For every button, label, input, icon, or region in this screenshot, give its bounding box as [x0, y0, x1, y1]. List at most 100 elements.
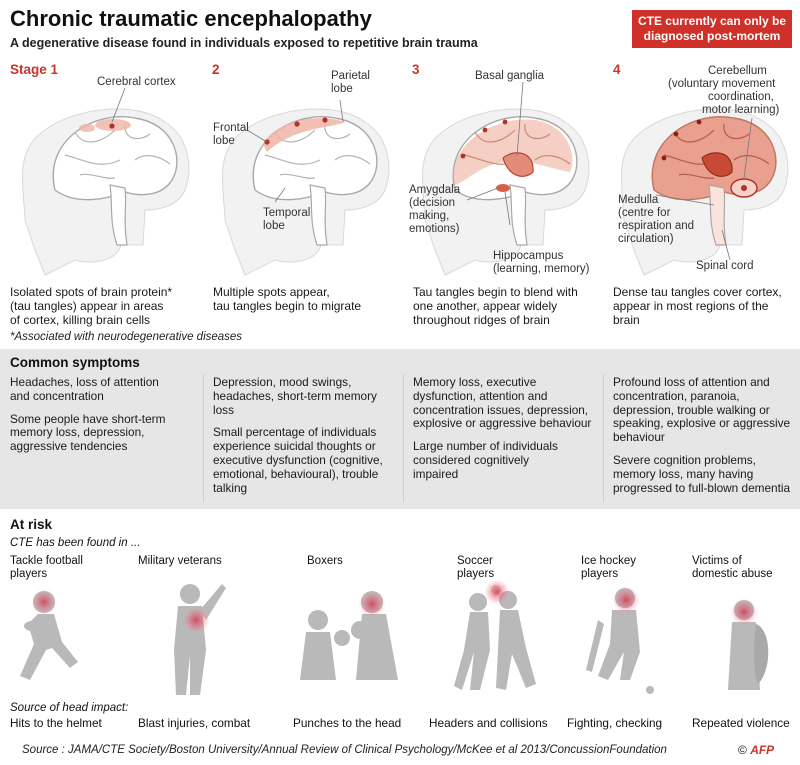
ice-hockey-player-icon: [586, 586, 654, 694]
risk-label-line: players: [457, 568, 495, 580]
label-amygdala: Amygdala: [409, 184, 461, 196]
stage-3-desc-line: one another, appear widely: [413, 299, 558, 313]
symptom-line: explosive or aggressive behaviour: [413, 416, 592, 431]
label-cerebral-cortex: Cerebral cortex: [97, 76, 176, 88]
symptom-line: considered cognitively: [413, 452, 530, 467]
source-heading: Source of head impact:: [10, 702, 129, 714]
stage-1-desc-line: (tau tangles) appear in areas: [10, 299, 164, 313]
post-mortem-badge: CTE currently can only be diagnosed post…: [632, 10, 792, 48]
risk-label-line: players: [581, 568, 619, 580]
label-cerebellum-coordination: coordination,: [708, 91, 774, 103]
symptom-line: behaviour: [613, 430, 665, 445]
stage-4-description: Dense tau tangles cover cortex, appear i…: [613, 285, 782, 327]
symptoms-stage-4: Profound loss of attention and concentra…: [613, 375, 791, 495]
label-amygdala-decision: (decision: [409, 197, 456, 209]
label-amygdala-making: making,: [409, 210, 450, 222]
symptoms-divider: [203, 374, 204, 502]
soccer-players-icon: [454, 580, 536, 690]
badge-line-1: CTE currently can only be: [637, 14, 787, 28]
risk-label-line: Tackle football: [10, 555, 83, 567]
symptom-line: Small percentage of individuals: [213, 425, 377, 440]
label-hippocampus: Hippocampus: [493, 250, 564, 262]
label-temporal: Temporal: [263, 207, 311, 219]
label-spinal-cord: Spinal cord: [696, 260, 754, 272]
stage-2-desc-line: tau tangles begin to migrate: [213, 299, 362, 313]
stage-2-desc-line: Multiple spots appear,: [213, 285, 330, 299]
stage-3-brain-diagram: Basal ganglia Amygdala (decision making,…: [405, 60, 601, 280]
label-cerebellum: Cerebellum: [708, 65, 767, 77]
risk-label-hockey: Ice hockey players: [581, 555, 636, 581]
risk-label-line: Soccer: [457, 555, 493, 567]
stage-1-label: Stage 1: [10, 62, 59, 77]
symptom-line: experience suicidal thoughts or: [213, 439, 376, 454]
label-cerebellum-voluntary: (voluntary movement: [668, 78, 776, 90]
stage-2-brain-diagram: Frontal lobe Parietal lobe Temporal lobe: [205, 60, 401, 280]
stage-3-label: 3: [412, 62, 420, 77]
symptom-line: headaches, short-term memory: [213, 388, 377, 403]
risk-label-military: Military veterans: [138, 555, 222, 568]
page-subtitle: A degenerative disease found in individu…: [10, 36, 478, 50]
symptom-line: Headaches, loss of attention: [10, 375, 159, 389]
symptom-line: Severe cognition problems,: [613, 452, 756, 467]
stage-4-brain-diagram: Cerebellum (voluntary movement coordinat…: [604, 60, 800, 280]
stage-4-label: 4: [613, 62, 621, 77]
stage-3-description: Tau tangles begin to blend with one anot…: [413, 285, 578, 327]
stage-3-desc-line: Tau tangles begin to blend with: [413, 285, 578, 299]
symptom-line: aggressive tendencies: [10, 439, 128, 454]
symptom-line: impaired: [413, 466, 459, 481]
source-domestic-abuse: Repeated violence: [692, 716, 790, 730]
label-temporal-lobe: lobe: [263, 220, 285, 232]
page-title: Chronic traumatic encephalopathy: [10, 6, 372, 31]
copyright-symbol: ©: [738, 743, 747, 757]
symptoms-stage-2: Depression, mood swings, headaches, shor…: [213, 375, 383, 495]
label-parietal: Parietal: [331, 70, 370, 82]
risk-label-soccer: Soccer players: [457, 555, 494, 581]
source-military: Blast injuries, combat: [138, 716, 251, 730]
label-basal-ganglia: Basal ganglia: [475, 70, 545, 82]
symptom-line: depression, trouble walking or: [613, 402, 770, 417]
agency-credit: © AFP: [738, 743, 774, 757]
badge-line-2: diagnosed post-mortem: [643, 29, 781, 43]
label-frontal: Frontal: [213, 122, 249, 134]
symptom-line: Profound loss of attention and: [613, 375, 770, 389]
risk-label-boxers: Boxers: [307, 555, 343, 568]
footnote: *Associated with neurodegenerative disea…: [10, 331, 243, 343]
symptom-line: executive dysfunction (cognitive,: [213, 452, 383, 467]
symptoms-panel: [0, 349, 800, 509]
risk-label-line: Boxers: [307, 555, 343, 567]
label-amygdala-emotions: emotions): [409, 223, 460, 235]
domestic-abuse-victim-icon: [728, 598, 769, 690]
stage-3-desc-line: throughout ridges of brain: [413, 313, 550, 327]
symptom-line: Large number of individuals: [413, 439, 558, 454]
symptom-line: concentration, paranoia,: [613, 388, 740, 403]
risk-label-line: Ice hockey: [581, 555, 636, 567]
source-soccer: Headers and collisions: [429, 716, 548, 730]
stage-2-label: 2: [212, 62, 220, 77]
symptom-line: emotional, behavioural), trouble: [213, 466, 379, 481]
symptom-line: memory loss, depression,: [10, 425, 145, 440]
stage-1-desc-line: Isolated spots of brain protein*: [10, 285, 173, 299]
label-medulla: Medulla: [618, 194, 659, 206]
symptom-line: speaking, explosive or aggressive: [613, 416, 791, 431]
symptom-line: loss: [213, 402, 234, 417]
football-player-icon: [20, 589, 78, 680]
label-medulla-circulation: circulation): [618, 233, 674, 245]
symptom-line: Memory loss, executive: [413, 375, 537, 389]
symptom-line: progressed to full-blown dementia: [613, 480, 791, 495]
stage-1-brain-diagram: Cerebral cortex: [5, 60, 201, 280]
source-football: Hits to the helmet: [10, 716, 102, 730]
at-risk-subtitle: CTE has been found in ...: [10, 537, 141, 549]
symptom-line: talking: [213, 480, 248, 495]
symptoms-divider: [603, 374, 604, 502]
label-cerebellum-motor: motor learning): [702, 104, 780, 116]
at-risk-silhouettes: [20, 580, 769, 695]
boxers-icon: [300, 590, 398, 680]
source-credits: Source : JAMA/CTE Society/Boston Univers…: [22, 744, 667, 756]
symptom-line: and concentration: [10, 388, 104, 403]
afp-logo: AFP: [750, 743, 775, 757]
symptom-line: Some people have short-term: [10, 411, 166, 426]
military-veteran-icon: [174, 584, 226, 695]
at-risk-title: At risk: [10, 517, 53, 532]
symptom-line: concentration issues, depression,: [413, 402, 589, 417]
risk-label-domestic-abuse: Victims of domestic abuse: [692, 555, 773, 581]
